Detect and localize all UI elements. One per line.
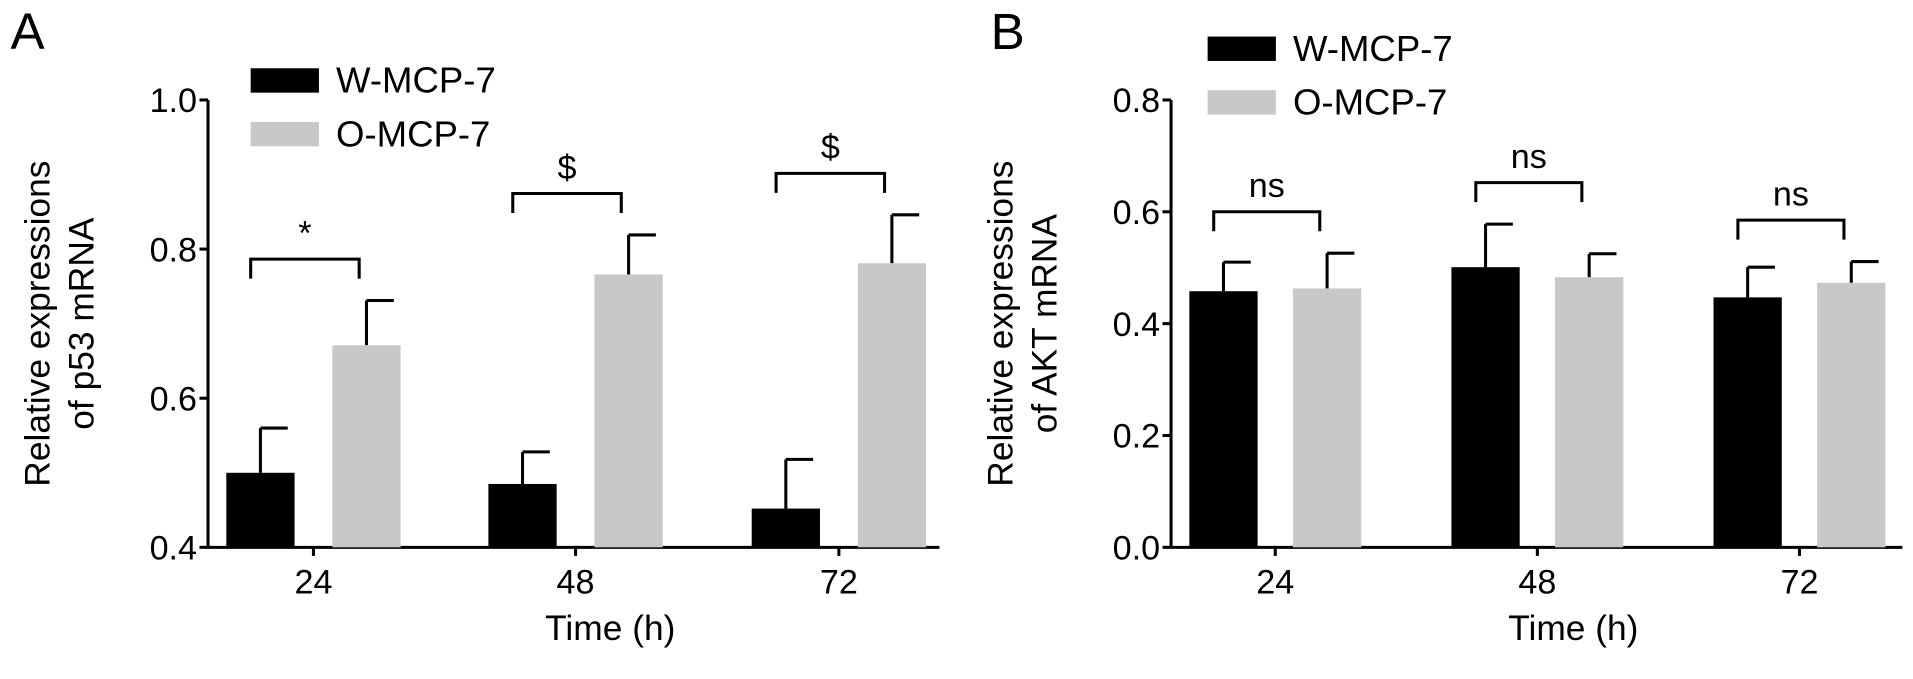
panel-a: A Relative expressions of p53 mRNA 0.4 0.6 0.…	[11, 3, 940, 648]
significance-bracket	[1212, 210, 1322, 232]
bar-w-mcp-7-72	[751, 508, 820, 548]
significance-label: ns	[1249, 167, 1285, 205]
legend-label: O-MCP-7	[1293, 82, 1447, 123]
bar-o-mcp-7-24	[1292, 288, 1362, 548]
bar-o-mcp-7-72	[1817, 282, 1886, 548]
legend-label: O-MCP-7	[336, 113, 490, 154]
x-tick-label: 48	[557, 564, 595, 602]
bar-o-mcp-7-48	[1555, 277, 1624, 548]
bar-w-mcp-7-24	[226, 472, 295, 548]
bar-o-mcp-7-48	[594, 274, 663, 548]
bar-o-mcp-7-24	[332, 345, 401, 548]
significance-label: *	[298, 214, 311, 252]
significance-bracket	[1736, 218, 1846, 240]
legend-swatch	[1207, 90, 1276, 115]
y-tick-label: 0.4	[1113, 306, 1160, 344]
significance-bracket	[1474, 181, 1584, 203]
y-tick-label: 0.2	[1113, 418, 1160, 456]
x-tick-label: 72	[820, 564, 858, 602]
y-axis-label: Relative expressions	[19, 161, 58, 487]
y-axis-label: Relative expressions	[982, 161, 1021, 487]
y-tick-label: 1.0	[150, 82, 197, 120]
significance-label: ns	[1773, 176, 1809, 214]
y-tick-label: 0.0	[1113, 530, 1160, 568]
y-tick-label: 0.6	[150, 380, 197, 418]
legend-label: W-MCP-7	[1293, 28, 1453, 69]
bar-w-mcp-7-48	[1451, 267, 1520, 548]
panel-b: B Relative expressions of AKT mRNA 0.0 0.2 0.…	[982, 3, 1903, 648]
legend-label: W-MCP-7	[336, 60, 496, 101]
legend-swatch	[1207, 36, 1276, 61]
y-tick-label: 0.8	[1113, 82, 1160, 120]
x-tick-label: 48	[1518, 564, 1556, 602]
legend-swatch	[250, 68, 319, 93]
x-tick-label: 24	[1256, 564, 1294, 602]
legend-swatch	[250, 121, 319, 147]
bar-w-mcp-7-48	[488, 483, 557, 548]
significance-bracket	[249, 257, 361, 279]
significance-bracket	[511, 191, 623, 213]
x-axis-label: Time (h)	[545, 609, 675, 648]
x-tick-label: 24	[294, 564, 332, 602]
significance-label: ns	[1511, 138, 1547, 176]
panel-label: A	[11, 3, 46, 60]
bar-o-mcp-7-72	[857, 263, 927, 548]
y-tick-label: 0.8	[150, 231, 197, 269]
significance-bracket	[774, 171, 887, 193]
y-tick-label: 0.6	[1113, 194, 1160, 232]
bar-w-mcp-7-24	[1189, 291, 1258, 548]
panel-label: B	[991, 3, 1025, 60]
y-axis-label: of p53 mRNA	[62, 217, 101, 430]
y-axis-label: of AKT mRNA	[1025, 214, 1064, 434]
x-axis-label: Time (h)	[1508, 609, 1638, 648]
significance-label: $	[558, 149, 577, 187]
x-tick-label: 72	[1780, 564, 1818, 602]
bar-w-mcp-7-72	[1713, 297, 1782, 548]
y-tick-label: 0.4	[150, 530, 197, 568]
significance-label: $	[821, 129, 840, 167]
